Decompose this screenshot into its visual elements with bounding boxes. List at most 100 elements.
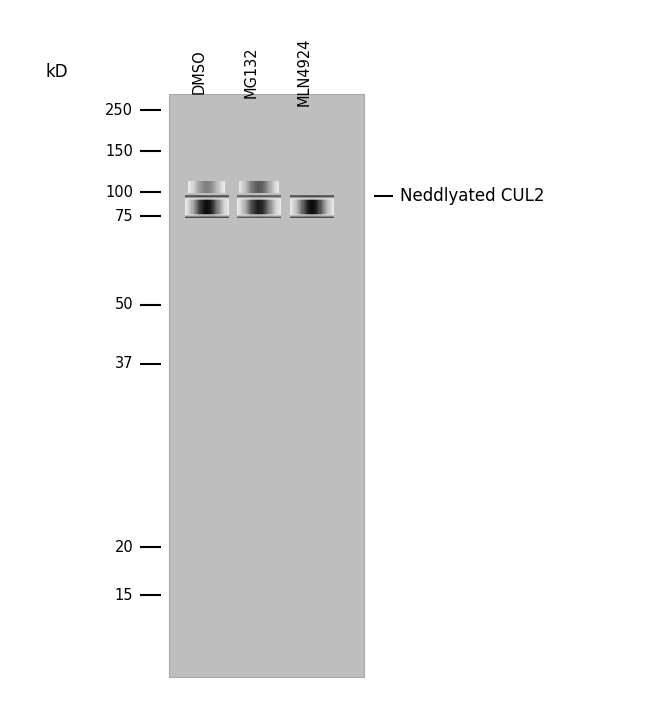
Bar	[214, 196, 215, 217]
Bar	[292, 196, 293, 217]
Bar	[265, 196, 266, 217]
Bar	[239, 181, 240, 193]
Bar	[293, 196, 294, 217]
Bar	[211, 196, 212, 217]
Bar	[270, 181, 272, 193]
Bar	[185, 215, 229, 216]
Bar	[237, 217, 281, 218]
Bar	[272, 196, 273, 217]
Bar	[213, 196, 214, 217]
Bar	[202, 196, 203, 217]
Bar	[270, 196, 272, 217]
Bar	[257, 196, 258, 217]
Bar	[290, 215, 334, 216]
Bar	[255, 181, 256, 193]
Bar	[204, 196, 205, 217]
Bar	[242, 196, 243, 217]
Bar	[218, 196, 220, 217]
Bar	[185, 197, 229, 198]
Bar	[266, 181, 267, 193]
Bar	[298, 196, 299, 217]
Text: 20: 20	[114, 540, 133, 554]
Bar	[185, 217, 229, 218]
Bar	[276, 196, 278, 217]
Bar	[237, 198, 281, 199]
Bar	[306, 196, 307, 217]
Bar	[319, 196, 320, 217]
Bar	[212, 196, 213, 217]
Bar	[185, 197, 229, 199]
Text: 15: 15	[115, 588, 133, 603]
Bar	[185, 214, 229, 215]
Text: DMSO: DMSO	[192, 50, 207, 94]
Bar	[194, 196, 195, 217]
Bar	[242, 181, 243, 193]
Bar	[196, 196, 197, 217]
Bar	[191, 181, 192, 193]
Bar	[207, 196, 209, 217]
Bar	[318, 196, 319, 217]
Bar	[264, 181, 265, 193]
Bar	[203, 181, 204, 193]
Bar	[216, 196, 218, 217]
Bar	[246, 196, 247, 217]
Bar	[191, 196, 192, 217]
Bar	[280, 196, 281, 217]
Bar	[185, 198, 229, 199]
Bar	[211, 181, 212, 193]
Bar	[325, 196, 326, 217]
Bar	[328, 196, 330, 217]
Bar	[273, 196, 274, 217]
Bar	[290, 197, 334, 199]
Bar	[275, 181, 276, 193]
Bar	[237, 216, 281, 217]
Bar	[254, 196, 255, 217]
Bar	[290, 196, 291, 217]
Bar	[307, 196, 308, 217]
Bar	[274, 196, 275, 217]
Bar	[216, 181, 218, 193]
Bar	[189, 196, 190, 217]
Bar	[224, 196, 226, 217]
Bar	[263, 196, 264, 217]
Bar	[310, 196, 311, 217]
Text: 100: 100	[105, 185, 133, 199]
Bar	[200, 181, 202, 193]
Bar	[240, 196, 241, 217]
Bar	[244, 181, 246, 193]
Bar	[223, 181, 224, 193]
Bar	[294, 196, 296, 217]
Bar	[299, 196, 300, 217]
Bar	[214, 181, 215, 193]
Text: MG132: MG132	[244, 46, 259, 98]
Bar	[322, 196, 323, 217]
Bar	[237, 215, 281, 216]
Bar	[237, 197, 281, 198]
Bar	[185, 196, 186, 217]
Bar	[215, 181, 216, 193]
Bar	[259, 196, 261, 217]
Bar	[290, 215, 334, 216]
Bar	[190, 181, 191, 193]
Bar	[237, 196, 281, 197]
Bar	[267, 196, 268, 217]
Bar	[204, 181, 205, 193]
Bar	[194, 181, 195, 193]
Bar	[185, 216, 229, 217]
Bar	[290, 197, 334, 198]
Bar	[264, 196, 265, 217]
Bar	[185, 216, 229, 217]
Bar	[247, 181, 248, 193]
Bar	[221, 196, 222, 217]
Bar	[300, 196, 301, 217]
Bar	[244, 196, 246, 217]
Bar	[197, 196, 198, 217]
Bar	[200, 196, 202, 217]
Bar	[278, 196, 279, 217]
Bar	[261, 181, 263, 193]
Bar	[267, 181, 268, 193]
Bar	[241, 196, 242, 217]
Bar	[317, 196, 318, 217]
Bar	[212, 181, 213, 193]
Bar	[206, 181, 207, 193]
